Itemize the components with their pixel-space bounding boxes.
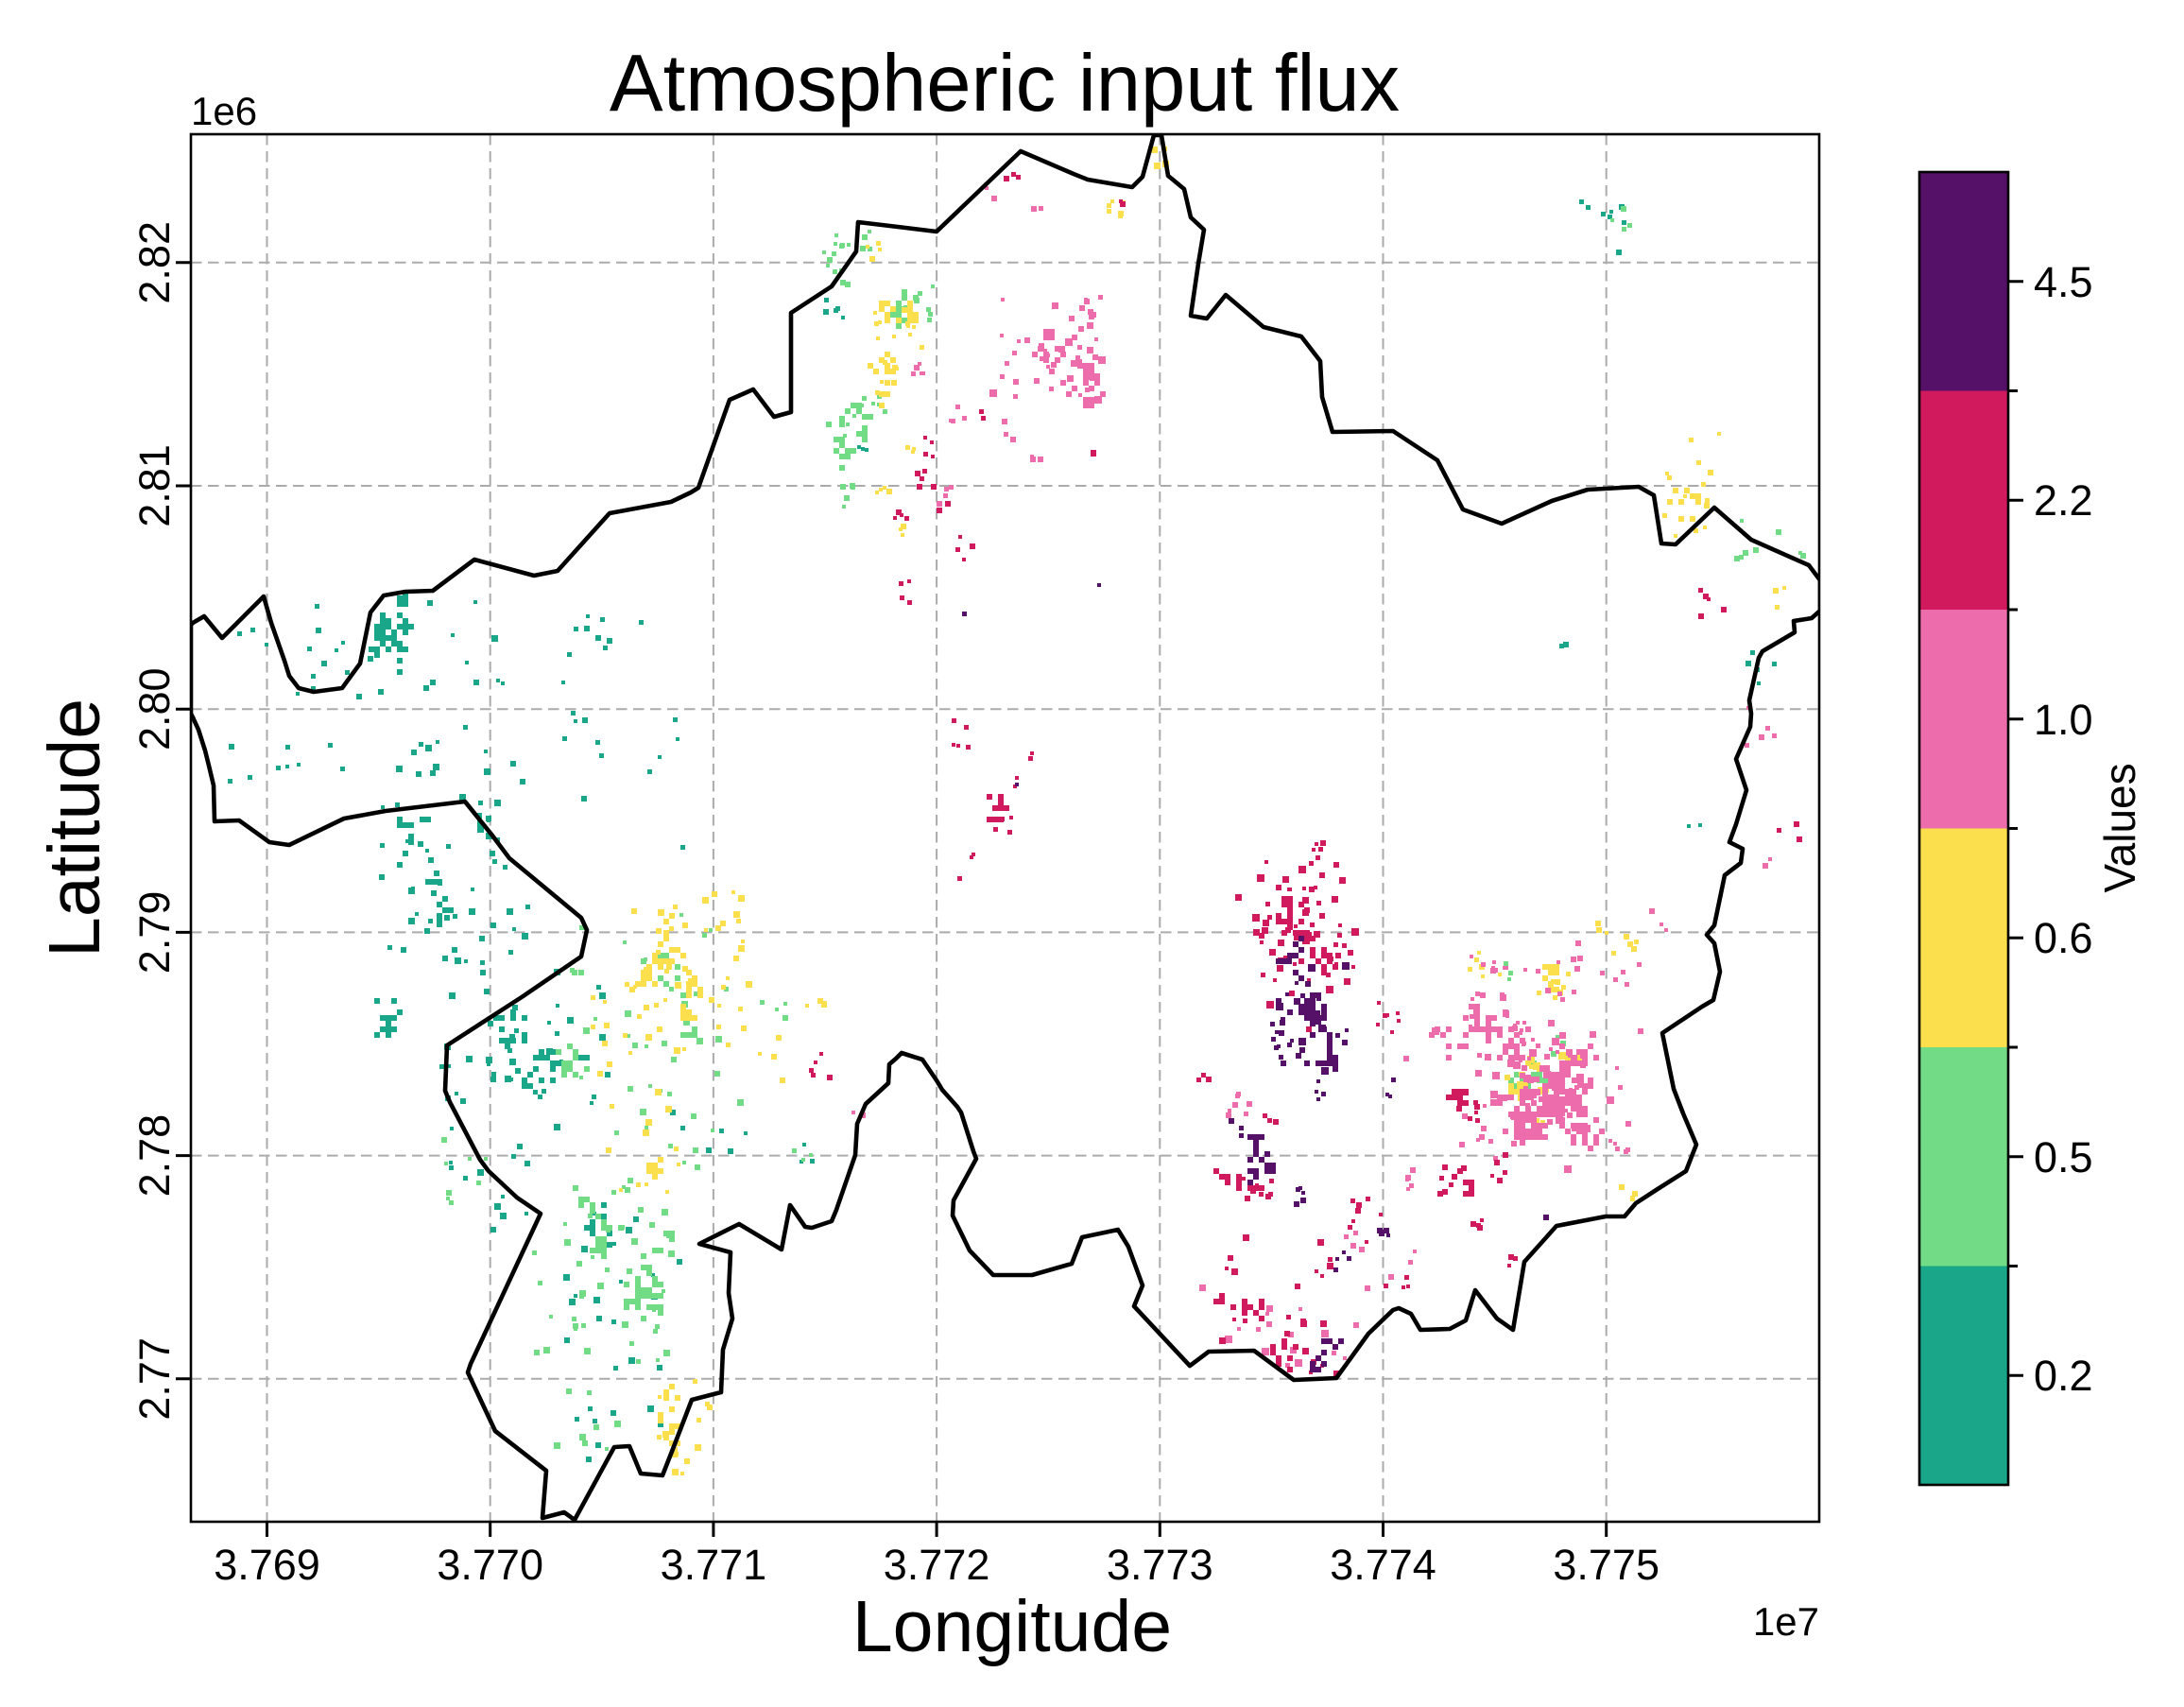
svg-text:2.79: 2.79 [130, 891, 179, 974]
svg-text:3.774: 3.774 [1330, 1541, 1436, 1589]
svg-text:Atmospheric input flux: Atmospheric input flux [610, 39, 1400, 129]
svg-text:0.2: 0.2 [2034, 1352, 2093, 1400]
svg-text:Longitude: Longitude [852, 1586, 1172, 1667]
svg-text:Latitude: Latitude [34, 698, 115, 957]
svg-text:1.0: 1.0 [2034, 696, 2093, 744]
svg-text:0.5: 0.5 [2034, 1133, 2093, 1181]
svg-text:3.772: 3.772 [884, 1541, 990, 1589]
svg-text:3.770: 3.770 [437, 1541, 543, 1589]
svg-text:3.775: 3.775 [1553, 1541, 1659, 1589]
svg-text:2.2: 2.2 [2034, 476, 2093, 525]
svg-text:Values: Values [2095, 763, 2144, 892]
svg-text:3.773: 3.773 [1107, 1541, 1213, 1589]
svg-text:3.769: 3.769 [214, 1541, 320, 1589]
svg-text:2.82: 2.82 [130, 221, 179, 304]
svg-text:2.77: 2.77 [130, 1337, 179, 1421]
svg-text:2.78: 2.78 [130, 1114, 179, 1198]
svg-text:1e7: 1e7 [1753, 1599, 1819, 1644]
svg-text:3.771: 3.771 [661, 1541, 767, 1589]
svg-text:4.5: 4.5 [2034, 258, 2093, 306]
svg-text:2.81: 2.81 [130, 444, 179, 527]
svg-text:0.6: 0.6 [2034, 914, 2093, 962]
svg-text:1e6: 1e6 [191, 89, 257, 133]
svg-text:2.80: 2.80 [130, 667, 179, 750]
